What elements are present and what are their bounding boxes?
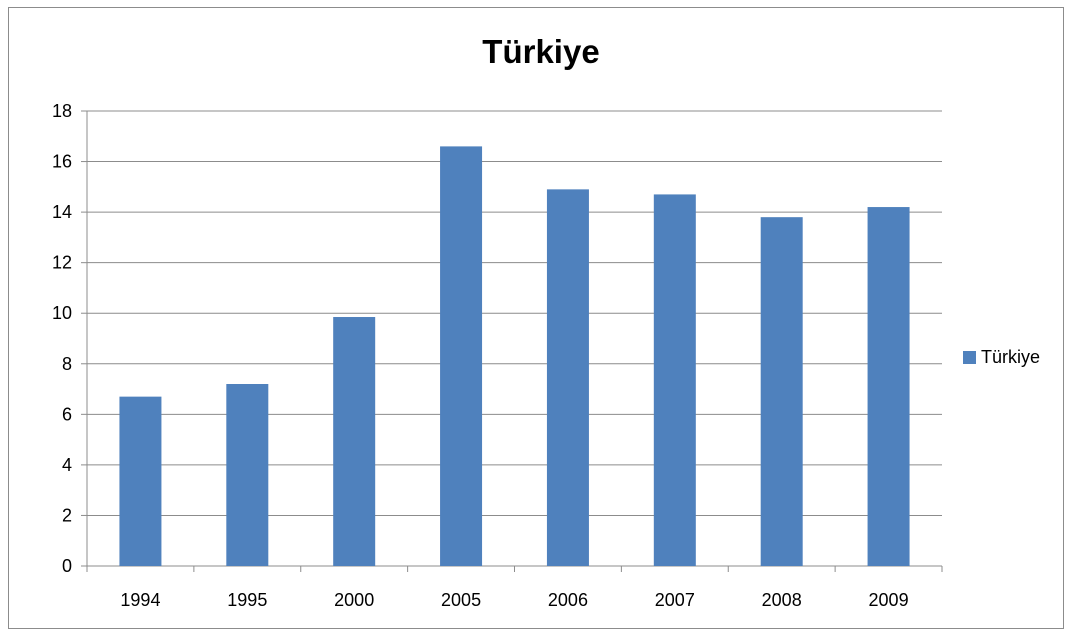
y-tick-label: 0 <box>62 556 72 576</box>
chart-title: Türkiye <box>482 33 600 70</box>
y-tick-label: 18 <box>52 101 72 121</box>
y-tick-label: 10 <box>52 303 72 323</box>
bar-2005 <box>440 146 483 566</box>
legend-label: Türkiye <box>981 347 1041 367</box>
y-tick-label: 14 <box>52 202 72 222</box>
legend-swatch <box>963 351 976 364</box>
bars <box>119 146 910 567</box>
bar-2008 <box>760 217 803 566</box>
y-tick-label: 4 <box>62 455 72 475</box>
axes <box>81 110 943 572</box>
x-tick-label: 2009 <box>869 590 909 610</box>
x-tick-label: 2008 <box>762 590 802 610</box>
bar-2006 <box>546 189 589 566</box>
bar-1995 <box>226 384 269 566</box>
y-tick-label: 12 <box>52 253 72 273</box>
x-tick-label: 2000 <box>334 590 374 610</box>
y-tick-label: 16 <box>52 152 72 172</box>
bar-2000 <box>333 317 376 566</box>
x-tick-label: 1994 <box>120 590 160 610</box>
bar-2007 <box>653 194 696 566</box>
x-tick-label: 2005 <box>441 590 481 610</box>
bar-2009 <box>867 207 910 567</box>
y-tick-labels: 0 2 4 6 8 10 12 14 16 18 <box>52 101 72 576</box>
x-tick-label: 2007 <box>655 590 695 610</box>
y-tick-label: 6 <box>62 404 72 424</box>
y-tick-label: 2 <box>62 505 72 525</box>
x-tick-label: 1995 <box>227 590 267 610</box>
gridlines <box>87 110 942 516</box>
x-tick-label: 2006 <box>548 590 588 610</box>
x-tick-labels: 1994 1995 2000 2005 2006 2007 2008 2009 <box>120 590 908 610</box>
y-tick-label: 8 <box>62 354 72 374</box>
bar-1994 <box>119 396 162 566</box>
legend: Türkiye <box>963 347 1040 368</box>
